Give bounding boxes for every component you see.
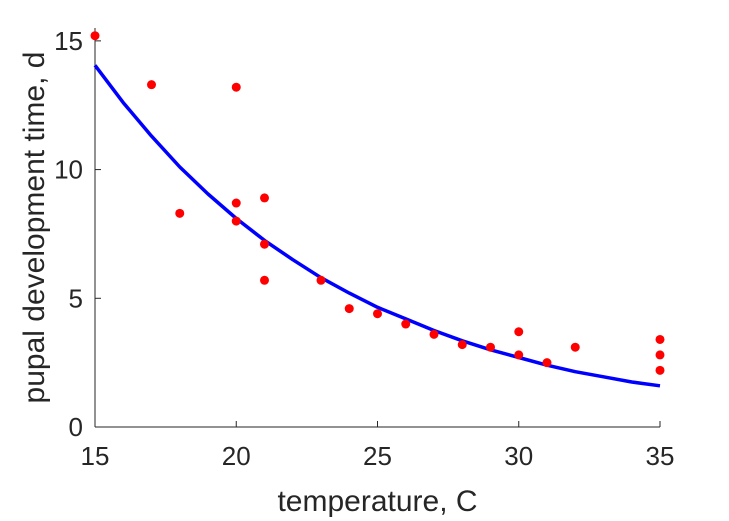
- x-tick-label: 35: [646, 441, 675, 471]
- y-tick-label: 15: [54, 26, 83, 56]
- data-point: [90, 31, 100, 41]
- data-point: [486, 342, 495, 352]
- x-tick-label: 20: [222, 441, 251, 471]
- data-point: [147, 80, 156, 90]
- data-point: [655, 350, 665, 360]
- data-point: [260, 275, 269, 285]
- data-point: [542, 358, 552, 368]
- data-point: [514, 350, 524, 360]
- x-tick-label: 15: [81, 441, 110, 471]
- data-point: [570, 342, 580, 352]
- x-axis-label: temperature, C: [277, 485, 477, 518]
- data-point: [231, 82, 241, 92]
- data-point: [316, 275, 326, 285]
- axes: [94, 28, 660, 428]
- data-points-layer: [90, 31, 665, 375]
- data-point: [231, 198, 241, 208]
- data-point: [260, 193, 269, 203]
- data-point: [401, 319, 411, 329]
- data-point: [344, 304, 354, 314]
- data-point: [231, 216, 241, 226]
- y-tick-label: 5: [69, 283, 83, 313]
- data-point: [457, 340, 467, 350]
- y-tick-label: 10: [54, 155, 83, 185]
- data-point: [429, 329, 439, 339]
- data-point: [655, 334, 665, 344]
- x-tick-label: 30: [504, 441, 533, 471]
- y-axis-label: pupal development time, d: [18, 52, 51, 404]
- y-tick-label: 0: [69, 412, 83, 442]
- data-point: [175, 208, 185, 218]
- y-ticks: 0 5 10 15: [54, 26, 101, 442]
- x-ticks: 15 20 25 30 35: [81, 421, 675, 471]
- fit-curve-layer: [93, 64, 661, 388]
- x-tick-label: 25: [363, 441, 392, 471]
- data-point: [655, 365, 665, 375]
- data-point: [373, 309, 382, 319]
- data-point: [260, 239, 269, 249]
- fit-curve: [93, 64, 661, 388]
- data-point: [514, 327, 524, 337]
